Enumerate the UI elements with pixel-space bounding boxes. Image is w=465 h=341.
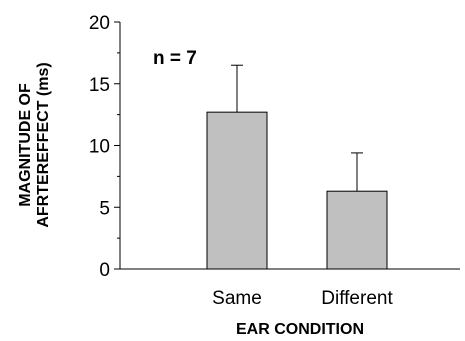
y-axis-title: MAGNITUDE OF AFRTEREFFECT (ms) bbox=[17, 62, 52, 227]
y-tick-label: 0 bbox=[99, 260, 110, 281]
y-tick-label: 20 bbox=[89, 13, 110, 34]
sample-size-annotation: n = 7 bbox=[153, 48, 197, 69]
bars bbox=[206, 64, 388, 270]
y-tick-label: 10 bbox=[89, 137, 110, 158]
y-tick-label: 5 bbox=[99, 198, 110, 219]
bar-same bbox=[206, 111, 268, 270]
x-axis-title: EAR CONDITION bbox=[236, 321, 364, 338]
x-ticks: Same Different bbox=[212, 288, 393, 309]
x-tick-label: Same bbox=[212, 288, 262, 309]
y-ticks: 0 5 10 15 20 bbox=[89, 13, 120, 281]
y-tick-label: 15 bbox=[89, 75, 110, 96]
y-axis-title-line-2: AFRTEREFFECT (ms) bbox=[35, 62, 52, 227]
y-axis-title-line-1: MAGNITUDE OF bbox=[17, 83, 34, 207]
x-tick-label: Different bbox=[321, 288, 393, 309]
bar-different bbox=[326, 190, 388, 270]
